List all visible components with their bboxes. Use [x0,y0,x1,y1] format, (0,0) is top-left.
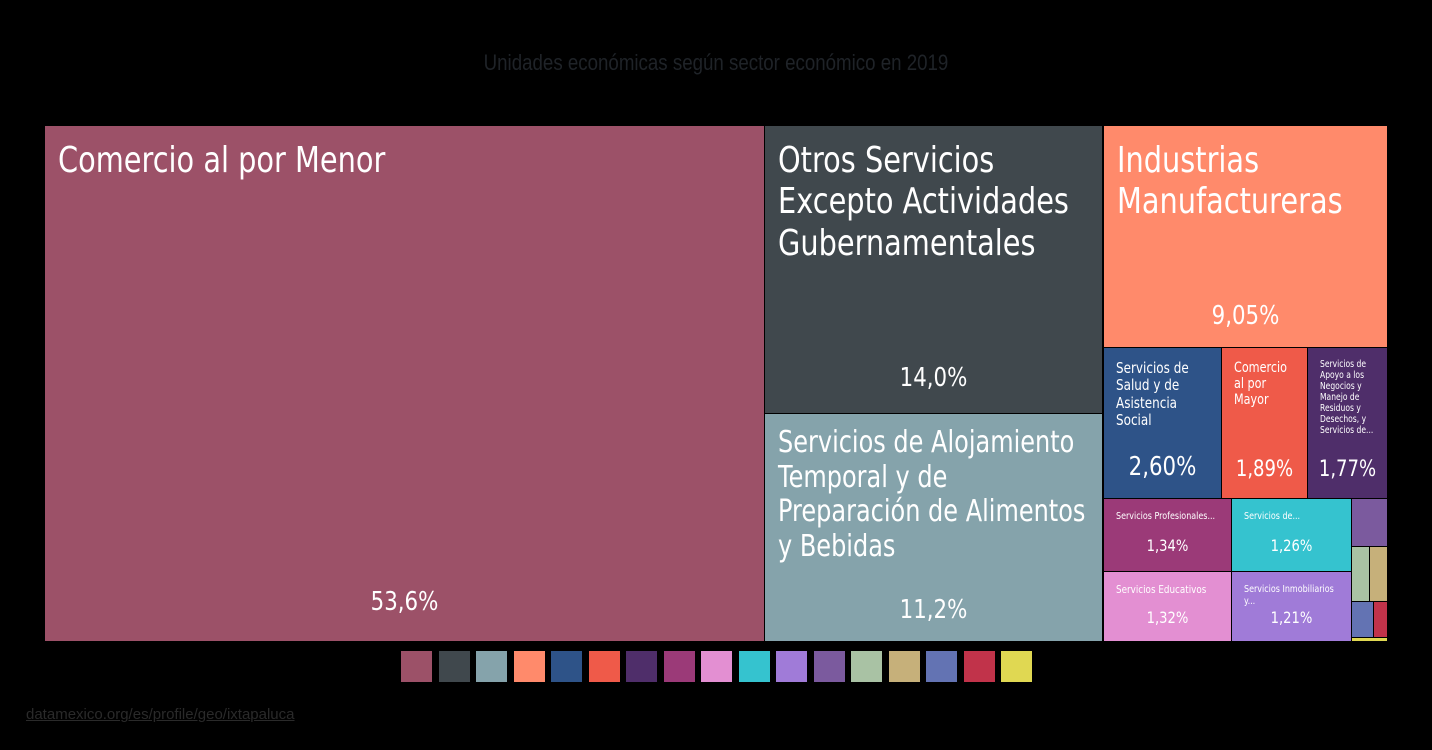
treemap-cell-value: 1,21% [1270,608,1313,627]
legend-swatch[interactable] [738,651,770,682]
treemap-cell[interactable]: Comercio al por Mayor 1,89% [1222,348,1308,499]
legend-swatch[interactable] [963,651,995,682]
treemap-cell-value: 1,89% [1235,457,1294,482]
treemap-cell-value: 14,0% [899,363,968,393]
treemap-cell-value: 53,6% [370,587,439,617]
legend-swatch[interactable] [626,651,657,682]
legend-swatch[interactable] [438,651,470,682]
treemap-cell[interactable] [1370,547,1388,602]
treemap-cell-label: Servicios de... [1244,511,1301,522]
treemap-cell[interactable] [1374,602,1388,638]
legend-swatch[interactable] [513,651,545,682]
legend-swatch[interactable] [813,651,845,682]
treemap-cell[interactable]: Servicios de Apoyo a los Negocios y Mane… [1308,348,1388,499]
treemap-cell[interactable]: Servicios de... 1,26% [1232,499,1352,572]
treemap-cell-label: Servicios Inmobiliarios y... [1244,584,1334,607]
legend-swatch[interactable] [663,651,695,682]
treemap-cell[interactable]: Servicios Profesionales... 1,34% [1104,499,1232,572]
treemap-cell[interactable] [1352,499,1388,547]
treemap-cell-label: Servicios Profesionales... [1116,511,1216,522]
treemap-cell-label: Comercio al por Mayor [1234,360,1287,409]
treemap-cell-value: 2,60% [1128,452,1197,482]
treemap-cell-value: 9,05% [1211,301,1280,331]
treemap-cell[interactable]: Otros Servicios Excepto Actividades Gube… [765,126,1103,414]
treemap-cell-value: 11,2% [899,595,968,625]
legend-swatch[interactable] [1001,651,1032,682]
treemap-cell-label: Comercio al por Menor [58,140,386,181]
treemap-cell[interactable]: Comercio al por Menor 53,6% [45,126,765,642]
treemap-cell[interactable] [1352,547,1370,602]
legend-swatch[interactable] [401,651,432,682]
legend-swatch[interactable] [926,651,957,682]
legend-swatch[interactable] [476,651,507,682]
treemap-cell-label: Otros Servicios Excepto Actividades Gube… [778,140,1069,264]
source-link[interactable]: datamexico.org/es/profile/geo/ixtapaluca [26,706,295,723]
treemap-cell[interactable]: Servicios Educativos 1,32% [1104,572,1232,642]
treemap-cell[interactable]: Servicios Inmobiliarios y... 1,21% [1232,572,1352,642]
treemap-cell-label: Servicios de Salud y de Asistencia Socia… [1116,359,1189,429]
treemap-cell[interactable]: Industrias Manufactureras 9,05% [1104,126,1388,348]
chart-title: Unidades económicas según sector económi… [483,50,949,75]
treemap-cell-value: 1,26% [1270,536,1313,555]
legend-swatch[interactable] [701,651,732,682]
treemap-cell-value: 1,34% [1146,536,1189,555]
treemap-cell-label: Servicios de Apoyo a los Negocios y Mane… [1320,359,1374,436]
treemap-cell-value: 1,77% [1318,457,1377,482]
treemap-cell-label: Servicios de Alojamiento Temporal y de P… [778,425,1086,564]
treemap-cell-value: 1,32% [1146,608,1189,627]
legend-swatch[interactable] [888,651,920,682]
treemap-cell[interactable]: Servicios de Salud y de Asistencia Socia… [1104,348,1222,499]
legend-swatch[interactable] [776,651,807,682]
treemap-cell-label: Servicios Educativos [1116,583,1207,596]
treemap-cell[interactable] [1352,638,1388,642]
legend-swatch[interactable] [588,651,620,682]
legend-swatch[interactable] [551,651,582,682]
treemap-cell-label: Industrias Manufactureras [1117,140,1343,223]
treemap-cell[interactable] [1352,602,1374,638]
treemap-cell[interactable]: Servicios de Alojamiento Temporal y de P… [765,414,1103,642]
legend-swatch[interactable] [851,651,882,682]
